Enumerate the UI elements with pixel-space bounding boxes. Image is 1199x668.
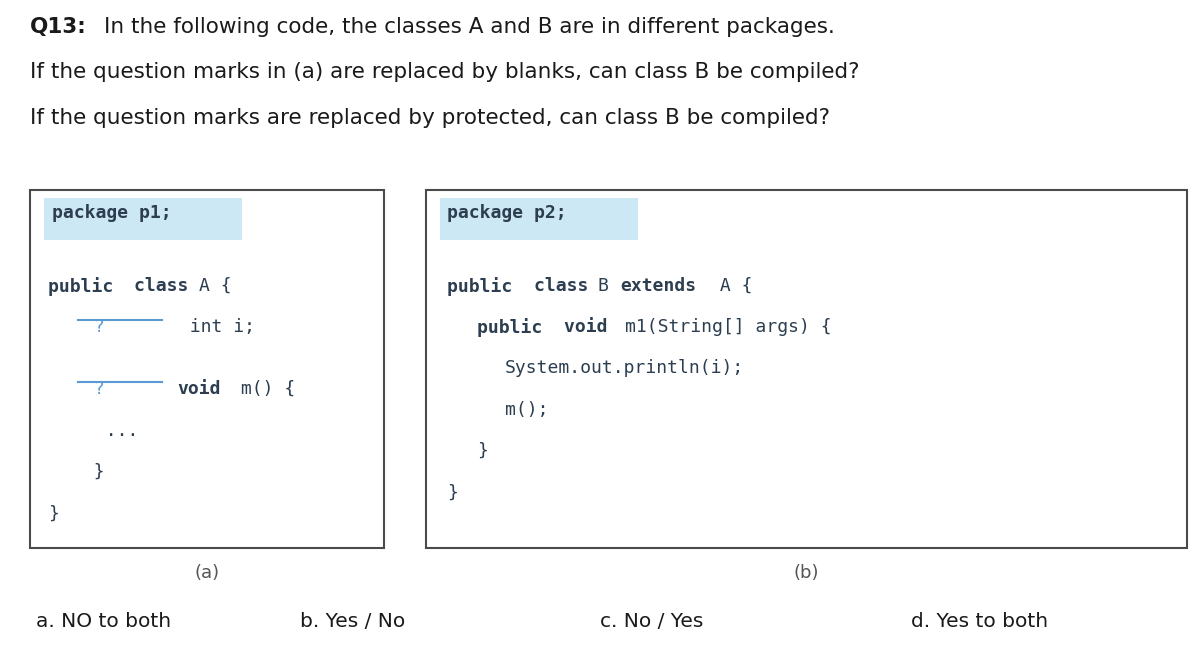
Text: class: class — [534, 277, 598, 295]
Text: m() {: m() { — [230, 380, 295, 398]
Text: void: void — [564, 318, 617, 336]
Bar — [440, 198, 638, 240]
Text: void: void — [177, 380, 221, 398]
Text: extends: extends — [620, 277, 695, 295]
Text: If the question marks in (a) are replaced by blanks, can class B be compiled?: If the question marks in (a) are replace… — [30, 62, 860, 82]
Text: A {: A { — [199, 277, 231, 295]
Text: }: } — [447, 484, 458, 502]
Text: d. Yes to both: d. Yes to both — [911, 613, 1048, 631]
Text: Q13:: Q13: — [30, 17, 86, 37]
Text: public: public — [447, 277, 523, 295]
Text: (a): (a) — [194, 564, 219, 582]
Text: System.out.println(i);: System.out.println(i); — [505, 359, 745, 377]
Text: B: B — [598, 277, 620, 295]
Text: ...: ... — [84, 422, 138, 440]
Text: a. NO to both: a. NO to both — [36, 613, 171, 631]
Text: c. No / Yes: c. No / Yes — [600, 613, 703, 631]
Text: b. Yes / No: b. Yes / No — [300, 613, 405, 631]
Text: package p1;: package p1; — [52, 204, 171, 222]
Bar — [426, 190, 1187, 548]
Text: If the question marks are replaced by protected, can class B be compiled?: If the question marks are replaced by pr… — [30, 108, 830, 128]
Text: A {: A { — [709, 277, 752, 295]
Text: In the following code, the classes A and B are in different packages.: In the following code, the classes A and… — [104, 17, 836, 37]
Text: class: class — [134, 277, 199, 295]
Bar — [44, 198, 242, 240]
Text: }: } — [72, 463, 104, 481]
Text: (b): (b) — [794, 564, 819, 582]
Text: ?: ? — [94, 380, 104, 398]
Text: public: public — [48, 277, 123, 295]
Bar — [30, 190, 384, 548]
Text: m1(String[] args) {: m1(String[] args) { — [625, 318, 831, 336]
Text: int i;: int i; — [168, 318, 255, 336]
Text: ?: ? — [94, 318, 104, 336]
Text: }: } — [48, 504, 59, 522]
Text: m();: m(); — [505, 401, 548, 419]
Text: }: } — [477, 442, 488, 460]
Text: public: public — [477, 318, 553, 337]
Text: package p2;: package p2; — [447, 204, 567, 222]
